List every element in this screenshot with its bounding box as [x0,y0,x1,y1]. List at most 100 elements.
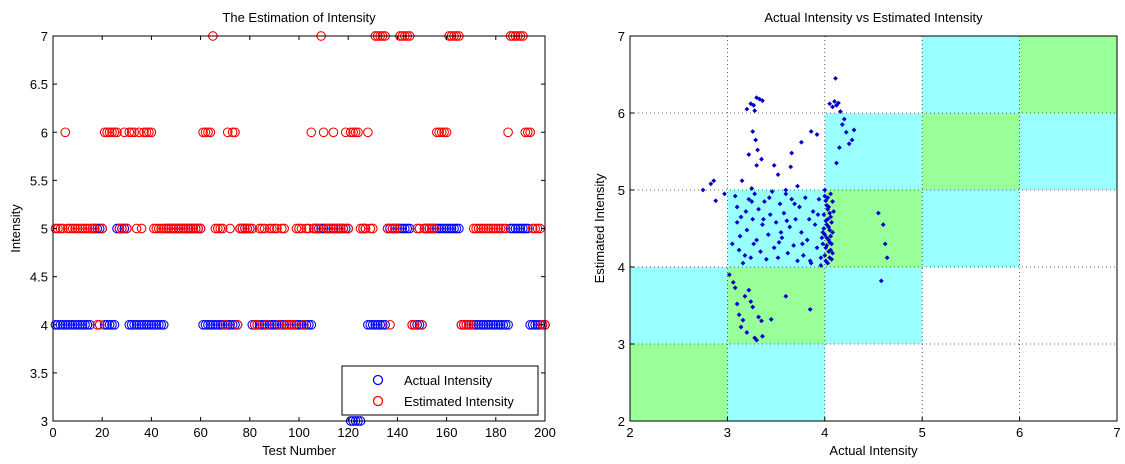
left-x-tick-label: 80 [243,425,257,440]
actual-point [468,319,479,330]
scatter-point [746,287,752,293]
actual-point [85,319,95,330]
actual-point [269,319,280,330]
scatter-point [722,191,727,197]
actual-point [222,319,233,330]
scatter-point [713,198,719,204]
estimated-point [121,223,132,234]
right-y-tick-label: 3 [618,337,625,352]
estimated-point [392,223,403,234]
scatter-point [742,253,748,258]
actual-point [57,319,68,330]
correct-cell [922,113,1020,190]
scatter-point [760,98,765,104]
scatter-point [834,160,839,166]
left-y-tick-label: 3.5 [30,366,48,381]
actual-point [397,223,408,234]
estimated-point [476,223,486,234]
actual-point [444,223,454,234]
actual-point [102,319,112,330]
scatter-point [752,191,758,197]
scatter-point [729,241,735,247]
actual-point [67,319,78,330]
actual-point [478,319,489,330]
actual-point [446,223,457,234]
actual-point [481,319,491,330]
estimated-point [97,223,108,234]
estimated-point [390,223,400,234]
scatter-point [734,204,740,210]
scatter-point [806,216,812,222]
actual-point [230,319,240,330]
estimated-point [461,319,472,330]
scatter-point [826,249,832,254]
estimated-point [220,319,231,330]
scatter-point [828,233,834,239]
estimated-point [200,127,211,138]
estimated-point [252,319,263,330]
actual-point [483,319,494,330]
scatter-point [830,250,835,256]
left-plot-background [53,36,545,421]
scatter-point [746,152,752,157]
actual-point [454,223,464,234]
scatter-point [758,249,763,254]
actual-point [153,319,164,330]
scatter-point [799,139,804,145]
scatter-point [708,181,714,187]
actual-point [505,223,516,234]
actual-point [109,319,120,330]
estimated-point [385,319,395,330]
actual-point [488,319,499,330]
estimated-point [215,223,226,234]
left-x-tick-label: 100 [288,425,310,440]
actual-point [328,223,339,234]
scatter-point [821,212,827,218]
scatter-point [827,239,833,245]
actual-point [377,319,388,330]
estimated-point [424,223,435,234]
scatter-point [734,219,740,225]
estimated-point [274,319,285,330]
actual-point [124,319,135,330]
scatter-point [732,193,738,199]
scatter-point [734,301,740,307]
actual-point [134,319,144,330]
estimated-point [193,223,203,234]
actual-point [99,319,110,330]
actual-point [205,319,216,330]
scatter-point [821,226,827,231]
right-y-axis-label: Estimated Intensity [592,173,607,283]
legend-actual-marker [372,374,384,386]
estimated-point [235,223,245,234]
estimated-point [227,127,238,138]
right-x-tick-label: 2 [626,425,633,440]
scatter-point [753,137,759,143]
scatter-point [795,258,800,264]
scatter-point [823,198,829,204]
estimated-point [426,223,437,234]
estimated-point [212,223,223,234]
estimated-point [117,223,127,234]
actual-point [203,319,213,330]
estimated-point [205,127,216,138]
actual-point [372,319,383,330]
estimated-point [168,223,179,234]
left-axes: 0 20 40 60 80 100 120 140 160 180 200 3 3.5 4 4.5 5 5.5 6… [30,29,556,440]
estimated-point [520,127,531,138]
actual-point [522,223,533,234]
estimated-point [129,127,140,138]
estimated-point [500,223,511,234]
estimated-point [412,223,422,234]
estimated-point [537,319,548,330]
actual-point [404,223,415,234]
actual-point [119,223,130,234]
actual-point [294,319,304,330]
estimated-point [185,223,196,234]
estimated-point [166,223,176,234]
correct-cell [824,190,923,267]
actual-point [439,223,449,234]
actual-point [471,319,481,330]
estimated-point [486,223,496,234]
estimated-point [382,223,393,234]
